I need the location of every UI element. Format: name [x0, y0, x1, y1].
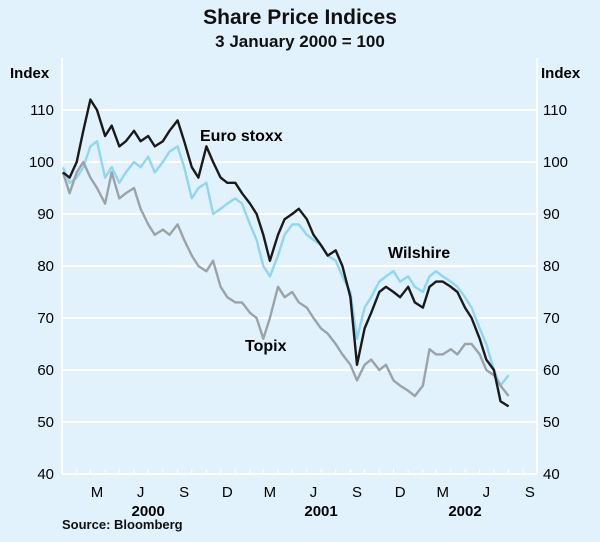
- x-tick-label: J: [310, 484, 318, 501]
- x-tick-label: J: [483, 484, 491, 501]
- y-tick-label-right: 80: [543, 258, 560, 275]
- x-tick-label: M: [437, 484, 450, 501]
- series-line-wilshire: [61, 139, 510, 387]
- y-tick-label-right: 50: [543, 414, 560, 431]
- series-label: Euro stoxx: [200, 128, 283, 145]
- y-tick-label-left: 60: [37, 362, 54, 379]
- x-tick-label: M: [264, 484, 277, 501]
- y-tick-label-left: 110: [30, 102, 54, 119]
- chart-title: Share Price Indices: [203, 6, 397, 29]
- x-tick-label: D: [222, 484, 233, 501]
- y-tick-label-left: 80: [37, 258, 54, 275]
- y-tick-label-right: 110: [543, 102, 567, 119]
- source-note: Source: Bloomberg: [62, 517, 183, 532]
- y-axis-label-right: Index: [541, 65, 581, 82]
- x-year-label: 2001: [304, 503, 337, 520]
- series-line-topix: [61, 160, 510, 398]
- x-tick-label: J: [137, 484, 145, 501]
- x-tick-label: S: [525, 484, 535, 501]
- y-tick-label-right: 60: [543, 362, 560, 379]
- y-tick-label-left: 70: [37, 310, 54, 327]
- series-label: Wilshire: [388, 245, 450, 262]
- y-tick-label-left: 50: [37, 414, 54, 431]
- x-tick-label: S: [179, 484, 189, 501]
- y-tick-label-right: 90: [543, 206, 560, 223]
- y-tick-label-left: 100: [29, 154, 54, 171]
- chart-subtitle: 3 January 2000 = 100: [215, 32, 385, 51]
- x-tick-label: M: [91, 484, 104, 501]
- y-tick-label-right: 70: [543, 310, 560, 327]
- y-tick-label-left: 40: [37, 466, 54, 483]
- series-label: Topix: [245, 338, 287, 355]
- x-year-label: 2002: [448, 503, 481, 520]
- y-axis-label-left: Index: [10, 65, 50, 82]
- x-tick-label: D: [395, 484, 406, 501]
- x-tick-label: S: [352, 484, 362, 501]
- y-tick-label-right: 40: [543, 466, 560, 483]
- x-year-label: 2000: [132, 503, 165, 520]
- series-line-euro-stoxx: [62, 98, 510, 408]
- y-tick-label-right: 100: [543, 154, 568, 171]
- y-tick-label-left: 90: [37, 206, 54, 223]
